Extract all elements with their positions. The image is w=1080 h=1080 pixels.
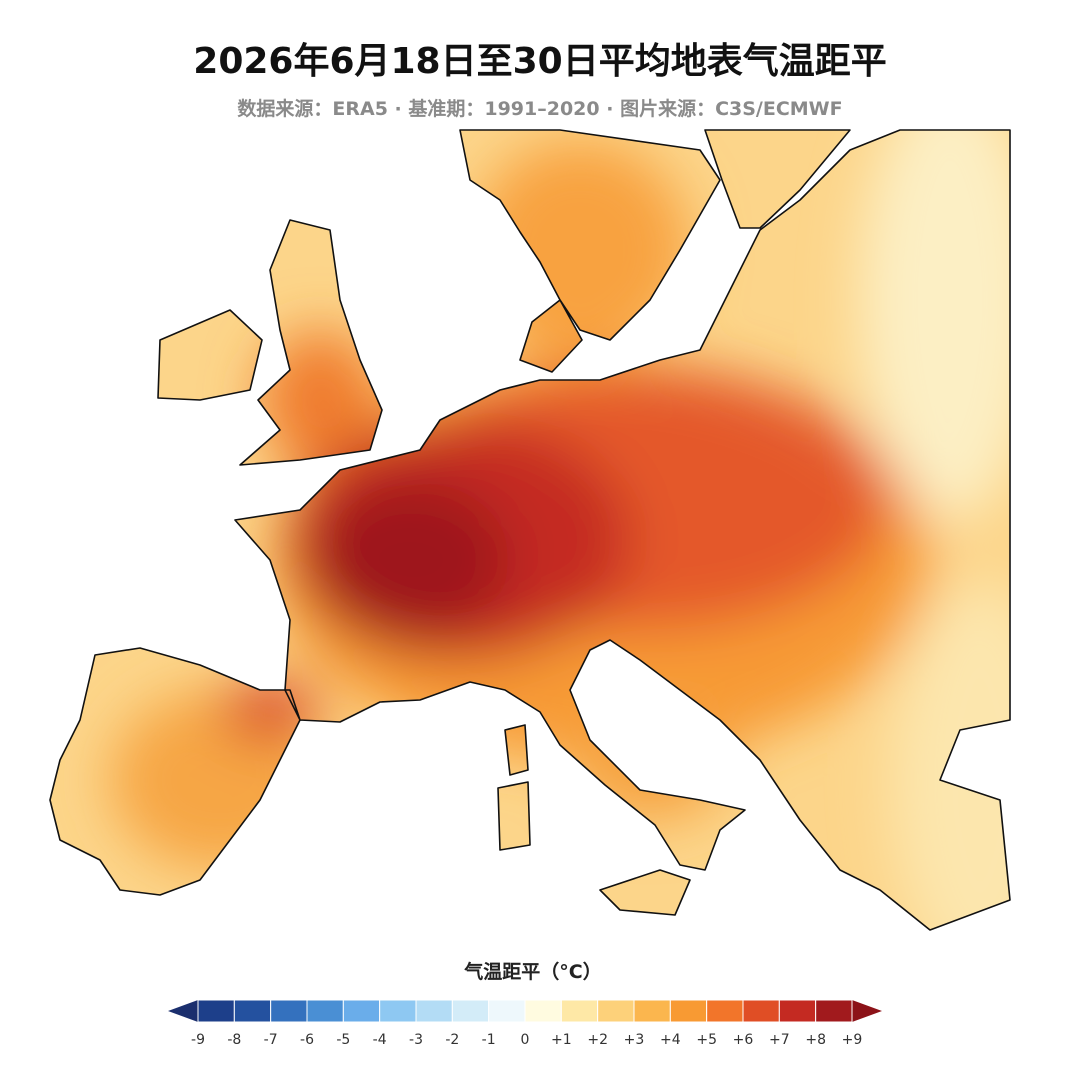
colorbar-bin — [524, 999, 562, 1023]
colorbar-tick-label: +9 — [842, 1032, 863, 1048]
colorbar-tick-label: +5 — [696, 1032, 717, 1048]
colorbar-bin — [306, 999, 344, 1023]
colorbar-tick-label: -2 — [445, 1032, 459, 1048]
colorbar-bin — [451, 999, 490, 1023]
colorbar-bin — [560, 999, 599, 1023]
colorbar-bin — [415, 999, 453, 1023]
colorbar-tick-label: -8 — [227, 1032, 241, 1048]
colorbar-tick-label: +7 — [769, 1032, 790, 1048]
colorbar: -9 -8 -7 -6 -5 -4 -3 -2 -1 0 +1 +2 +3 +4 +5 +6 +7 +8 +9 — [168, 999, 882, 1048]
colorbar-bin — [342, 999, 381, 1023]
colorbar-tick-label: 0 — [521, 1032, 530, 1048]
colorbar-bin — [233, 999, 272, 1023]
colorbar-tick-label: -7 — [264, 1032, 278, 1048]
colorbar-bin — [669, 999, 708, 1023]
colorbar-tick-label: +6 — [733, 1032, 754, 1048]
colorbar-bin — [706, 999, 744, 1023]
colorbar-tick-label: -9 — [191, 1032, 205, 1048]
colorbar-under — [168, 1000, 198, 1022]
subtitle: 数据来源：ERA5 · 基准期：1991–2020 · 图片来源：C3S/ECM… — [237, 98, 843, 120]
colorbar-bin — [742, 999, 780, 1023]
colorbar-tick-label: +2 — [587, 1032, 608, 1048]
colorbar-tick-label: +1 — [551, 1032, 572, 1048]
legend-title: 气温距平（°C） — [463, 960, 601, 983]
title: 2026年6月18日至30日平均地表气温距平 — [193, 41, 887, 82]
colorbar-bin — [778, 999, 817, 1023]
colorbar-bin — [597, 999, 635, 1023]
colorbar-over — [852, 1000, 882, 1022]
colorbar-bin — [815, 999, 853, 1023]
colorbar-tick-label: -4 — [373, 1032, 387, 1048]
colorbar-tick-label: +4 — [660, 1032, 681, 1048]
colorbar-tick-label: +8 — [805, 1032, 826, 1048]
colorbar-bin — [488, 999, 526, 1023]
colorbar-bin — [270, 999, 308, 1023]
colorbar-tick-label: -3 — [409, 1032, 423, 1048]
colorbar-tick-label: -6 — [300, 1032, 314, 1048]
colorbar-tick-label: -5 — [336, 1032, 350, 1048]
colorbar-tick-label: +3 — [624, 1032, 645, 1048]
colorbar-bin — [633, 999, 671, 1023]
colorbar-bin — [379, 999, 417, 1023]
colorbar-tick-label: -1 — [482, 1032, 496, 1048]
colorbar-bin — [197, 999, 235, 1023]
anomaly-field — [50, 130, 1010, 930]
